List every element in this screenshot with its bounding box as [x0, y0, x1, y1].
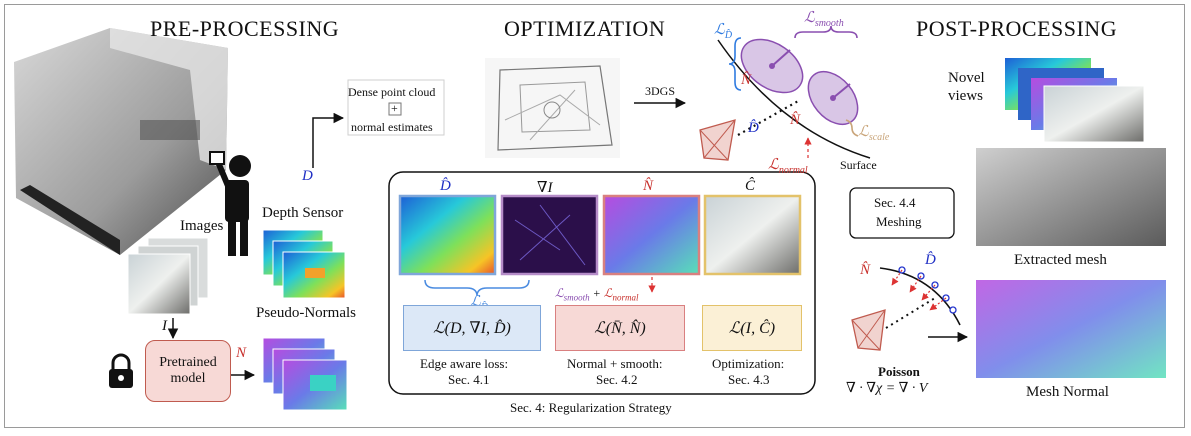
poisson-diagram: [851, 266, 961, 351]
brace-smooth-loss: [794, 25, 858, 39]
camera-frustum-icon: [699, 119, 736, 161]
pretrained-label-line2: model: [170, 371, 206, 386]
scale-loss-label: ℒscale: [858, 124, 890, 143]
regularization-strategy-box: [388, 171, 816, 395]
heading-optimization: OPTIMIZATION: [504, 16, 666, 41]
n-hat-lower: N̂: [790, 112, 801, 128]
poisson-equation: ∇ · ∇χ = ∇ · V⃗: [846, 381, 939, 396]
arrow-depth-to-dense: [312, 112, 345, 168]
3dgs-label: 3DGS: [645, 84, 676, 98]
col-header-depth: D̂: [440, 178, 451, 194]
pretrained-label-line1: Pretrained: [159, 355, 217, 370]
novel-views-stack: [1005, 58, 1145, 143]
extracted-mesh-image: [976, 148, 1166, 246]
scanned-room-pointcloud: [14, 28, 228, 255]
depth-render-image: [398, 194, 497, 276]
novel-views-label-line2: views: [948, 88, 983, 104]
post-d-hat: D̂: [925, 252, 936, 268]
gaussian-ellipsoids: [717, 38, 871, 159]
brace-scale-loss: [845, 119, 859, 137]
optimization-loss-box: ℒ(I, Ĉ): [702, 305, 802, 351]
dense-pointcloud-box: [347, 79, 445, 136]
col-header-color: Ĉ: [745, 178, 756, 194]
caption-edge-aware: Edge aware loss:: [420, 356, 509, 371]
mesh-normal-image: [976, 280, 1166, 378]
plus-sign: +: [391, 101, 398, 115]
caption-sec-4-2: Sec. 4.2: [596, 372, 638, 387]
brace-under-depth: [424, 279, 530, 297]
person-with-tablet-icon: [209, 151, 251, 256]
pseudo-normals-label: Pseudo-Normals: [256, 305, 356, 321]
depth-loss-label: ℒD̂: [714, 22, 733, 41]
col-header-gradient: ∇I: [537, 180, 553, 196]
smooth-normal-label: ℒsmooth + ℒnormal: [555, 286, 639, 303]
brace-depth-loss: [728, 37, 742, 91]
pseudo-normals-stack: [262, 337, 348, 411]
depth-sensor-label: Depth Sensor: [262, 205, 344, 221]
dense-cloud-label: Dense point cloud: [348, 85, 436, 99]
input-images-stack: [127, 237, 209, 315]
color-render-image: [703, 194, 802, 276]
meshing-box: [849, 187, 955, 239]
novel-views-label-line1: Novel: [948, 70, 985, 86]
edge-aware-loss-box: ℒ(D, ∇I, D̂): [403, 305, 541, 351]
normal-estimates-label: normal estimates: [351, 120, 433, 134]
mesh-normal-label: Mesh Normal: [1026, 384, 1109, 400]
poisson-label: Poisson: [878, 364, 920, 379]
extracted-mesh-label: Extracted mesh: [1014, 252, 1107, 268]
normal-loss-box: ℒ(N̄, N̂): [555, 305, 685, 351]
smooth-loss-label: ℒsmooth: [804, 10, 844, 29]
depth-symbol: D: [302, 168, 313, 184]
depth-maps-stack: [262, 229, 346, 299]
figure-frame: [4, 4, 1185, 428]
caption-normal-smooth: Normal + smooth:: [567, 356, 663, 371]
normal-loss-label: ℒnormal: [768, 157, 808, 176]
plus-box: [388, 102, 402, 116]
meshing-label-line1: Sec. 4.4: [874, 195, 916, 210]
pretrained-model-box: Pretrained model: [145, 340, 231, 402]
post-n-hat: N̂: [860, 262, 871, 278]
caption-optimization: Optimization:: [712, 356, 785, 371]
regularization-caption: Sec. 4: Regularization Strategy: [510, 400, 672, 415]
d-hat-label: D̂: [748, 120, 759, 136]
heading-post-processing: POST-PROCESSING: [916, 16, 1118, 41]
heading-pre-processing: PRE-PROCESSING: [150, 16, 340, 41]
sparse-reconstruction-image: [485, 58, 620, 158]
meshing-label-line2: Meshing: [876, 214, 922, 229]
caption-sec-4-3: Sec. 4.3: [728, 372, 770, 387]
n-hat-upper: N̂: [741, 72, 752, 88]
caption-sec-4-1: Sec. 4.1: [448, 372, 490, 387]
normal-render-image: [602, 194, 701, 276]
normal-symbol: N: [236, 345, 247, 361]
gradient-image: [500, 194, 599, 276]
surface-label: Surface: [840, 158, 877, 172]
col-header-normal: N̂: [643, 178, 654, 194]
images-label: Images: [180, 218, 224, 234]
image-symbol: I: [162, 318, 167, 334]
lock-icon: [109, 353, 133, 388]
